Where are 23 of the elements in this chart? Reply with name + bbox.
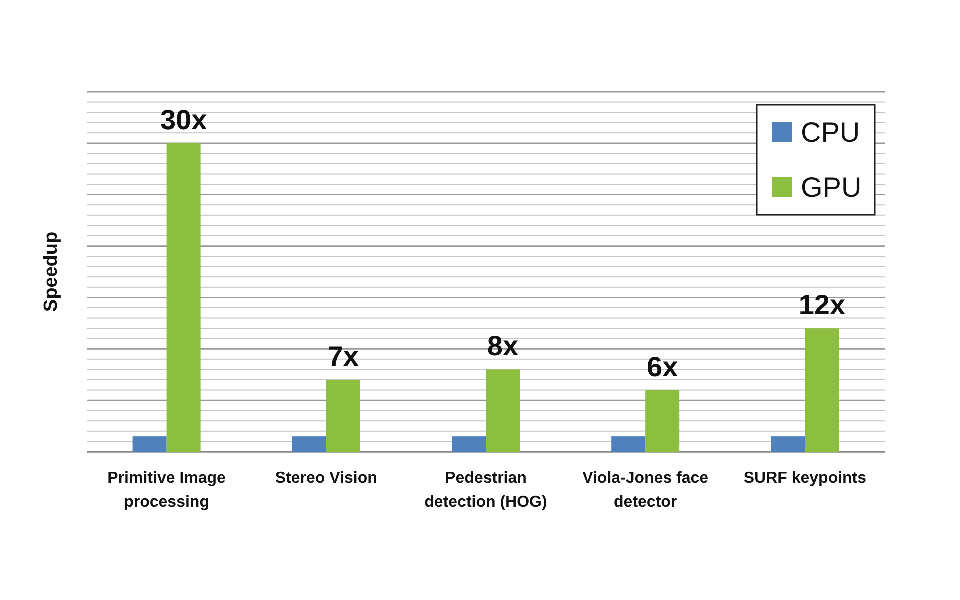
x-tick-label: SURF keypoints <box>744 470 867 487</box>
legend-label: GPU <box>801 172 862 203</box>
bar <box>132 436 167 452</box>
legend-label: CPU <box>801 116 860 148</box>
bar <box>166 143 201 452</box>
data-label: 6x <box>647 351 679 382</box>
data-label: 8x <box>487 330 519 362</box>
x-tick-label: Pedestrian detection (HOG) <box>424 470 548 511</box>
bar <box>326 380 360 452</box>
x-tick-label: Stereo Vision <box>275 470 378 487</box>
x-tick-label: Viola-Jones face detector <box>582 470 709 511</box>
bar <box>292 436 326 452</box>
bar <box>486 370 520 452</box>
data-label: 30x <box>160 104 208 136</box>
bar <box>805 328 840 452</box>
data-label: 7x <box>328 341 360 372</box>
y-axis-title: Speedup <box>41 232 62 312</box>
data-label: 12x <box>798 290 846 321</box>
bar <box>771 436 806 452</box>
bar <box>646 390 680 452</box>
bar <box>612 436 646 452</box>
x-tick-label: Primitive Image processing <box>108 470 226 511</box>
bar <box>452 436 486 452</box>
